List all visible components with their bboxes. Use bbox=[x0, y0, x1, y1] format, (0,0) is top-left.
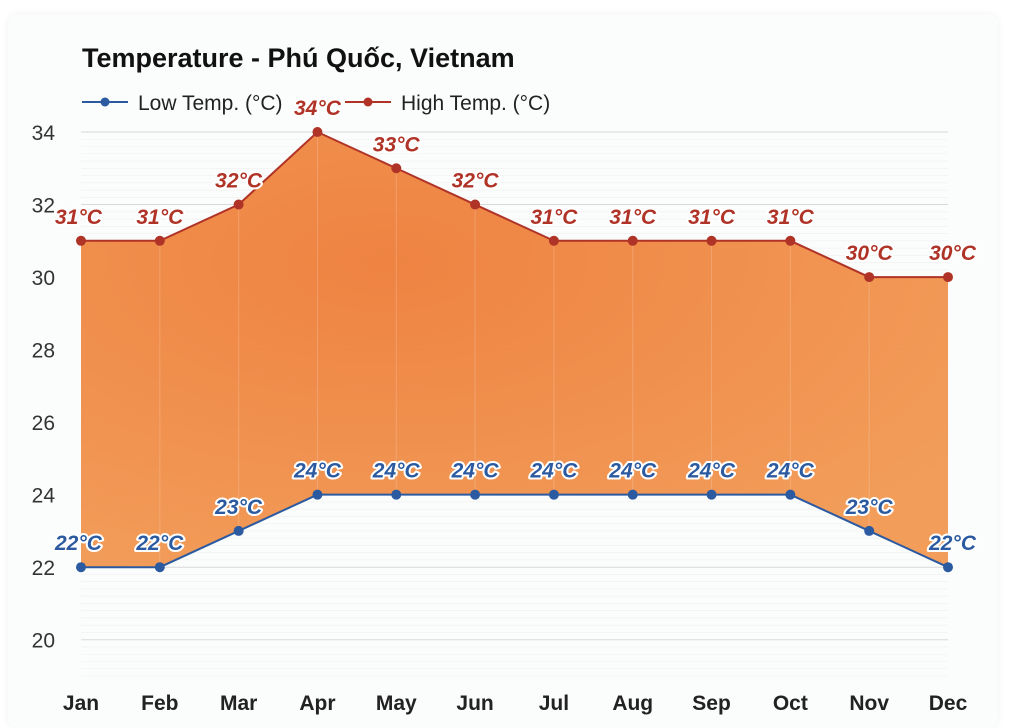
low-temp-data-label: 22°C bbox=[135, 532, 184, 555]
x-tick-label: Oct bbox=[773, 692, 808, 715]
legend-item-high[interactable]: High Temp. (°C) bbox=[345, 92, 550, 115]
x-tick-label: Jul bbox=[539, 692, 569, 715]
high-temp-data-label: 34°C bbox=[294, 97, 342, 120]
y-tick-label: 30 bbox=[32, 267, 55, 290]
x-tick-label: Jun bbox=[456, 692, 493, 715]
y-tick-label: 28 bbox=[32, 340, 55, 363]
high-temp-data-label: 33°C bbox=[373, 133, 421, 156]
high-temp-data-label: 31°C bbox=[767, 206, 815, 229]
low-temp-data-label: 24°C bbox=[608, 460, 657, 483]
x-tick-label: Apr bbox=[299, 692, 335, 715]
low-temp-point[interactable] bbox=[76, 562, 86, 573]
legend-item-low[interactable]: Low Temp. (°C) bbox=[82, 92, 283, 115]
low-temp-data-label: 24°C bbox=[529, 460, 578, 483]
x-tick-label: Aug bbox=[612, 692, 653, 715]
x-tick-label: Nov bbox=[849, 692, 889, 715]
x-tick-label: Mar bbox=[220, 692, 257, 715]
high-temp-data-label: 30°C bbox=[846, 242, 894, 265]
high-temp-point[interactable] bbox=[154, 235, 165, 246]
high-temp-point[interactable] bbox=[76, 235, 86, 246]
high-temp-point[interactable] bbox=[312, 127, 323, 137]
low-temp-point[interactable] bbox=[233, 525, 244, 536]
low-temp-point[interactable] bbox=[391, 489, 402, 500]
high-temp-line bbox=[81, 130, 948, 279]
high-temp-point[interactable] bbox=[627, 235, 638, 246]
vertical-grid bbox=[159, 132, 870, 568]
high-temp-point[interactable] bbox=[470, 199, 481, 210]
legend-low-marker bbox=[100, 97, 110, 107]
y-tick-label: 32 bbox=[32, 195, 55, 218]
low-temp-point[interactable] bbox=[548, 489, 559, 500]
low-temp-data-label: 23°C bbox=[214, 496, 263, 519]
low-temp-point[interactable] bbox=[864, 525, 875, 536]
high-temp-data-label: 31°C bbox=[530, 206, 578, 229]
y-axis: 20 22 24 26 28 30 32 34 bbox=[32, 122, 56, 653]
chart-title: Temperature - Phú Quốc, Vietnam bbox=[82, 43, 515, 73]
low-temp-line bbox=[81, 493, 949, 569]
high-temp-point[interactable] bbox=[943, 272, 953, 283]
x-axis: Jan Feb Mar Apr May Jun Jul Aug Sep Oct Nov Dec bbox=[63, 692, 968, 715]
x-tick-label: Sep bbox=[692, 692, 731, 715]
high-temp-data-label: 31°C bbox=[136, 206, 184, 229]
legend: Low Temp. (°C) High Temp. (°C) bbox=[82, 92, 550, 115]
y-tick-label: 22 bbox=[32, 557, 55, 580]
low-temp-point[interactable] bbox=[785, 489, 796, 500]
low-temp-point[interactable] bbox=[627, 489, 638, 500]
x-tick-label: May bbox=[376, 692, 417, 715]
high-temp-point[interactable] bbox=[391, 163, 402, 174]
low-temp-data-label: 22°C bbox=[928, 532, 977, 555]
low-temp-data-label: 23°C bbox=[845, 496, 894, 519]
series bbox=[76, 127, 953, 573]
low-temp-data-label: 22°C bbox=[54, 532, 103, 555]
high-temp-data-label: 31°C bbox=[688, 206, 736, 229]
high-temp-point[interactable] bbox=[864, 272, 875, 283]
low-temp-data-label: 24°C bbox=[451, 460, 500, 483]
low-temp-point[interactable] bbox=[943, 562, 953, 573]
data-labels: 22°C 22°C 23°C 24°C 24°C 24°C 24°C 24°C 24°C 24°C… bbox=[52, 95, 979, 557]
x-tick-label: Jan bbox=[63, 692, 99, 715]
low-temp-data-label: 24°C bbox=[372, 460, 421, 483]
legend-high-marker bbox=[363, 97, 373, 107]
y-tick-label: 26 bbox=[32, 412, 55, 435]
y-tick-label: 24 bbox=[32, 485, 56, 508]
high-temp-data-label: 31°C bbox=[609, 206, 657, 229]
high-temp-data-label: 30°C bbox=[929, 242, 977, 265]
legend-low-label: Low Temp. (°C) bbox=[138, 92, 283, 115]
low-temp-data-label: 24°C bbox=[293, 460, 342, 483]
high-temp-point[interactable] bbox=[785, 235, 796, 246]
x-tick-label: Feb bbox=[141, 692, 178, 715]
legend-high-label: High Temp. (°C) bbox=[401, 92, 550, 115]
high-temp-data-label: 31°C bbox=[55, 206, 103, 229]
low-temp-point[interactable] bbox=[470, 489, 481, 500]
high-temp-point[interactable] bbox=[548, 235, 559, 246]
high-temp-data-label: 32°C bbox=[215, 170, 263, 193]
low-temp-point[interactable] bbox=[154, 562, 165, 573]
x-tick-label: Dec bbox=[929, 692, 968, 715]
low-temp-data-label: 24°C bbox=[687, 460, 736, 483]
high-temp-point[interactable] bbox=[233, 199, 244, 210]
low-temp-data-label: 24°C bbox=[766, 460, 815, 483]
y-tick-label: 34 bbox=[32, 122, 56, 145]
high-temp-data-label: 32°C bbox=[452, 170, 500, 193]
high-temp-point[interactable] bbox=[706, 235, 717, 246]
low-temp-point[interactable] bbox=[312, 489, 323, 500]
y-tick-label: 20 bbox=[32, 630, 55, 653]
low-temp-point[interactable] bbox=[706, 489, 717, 500]
